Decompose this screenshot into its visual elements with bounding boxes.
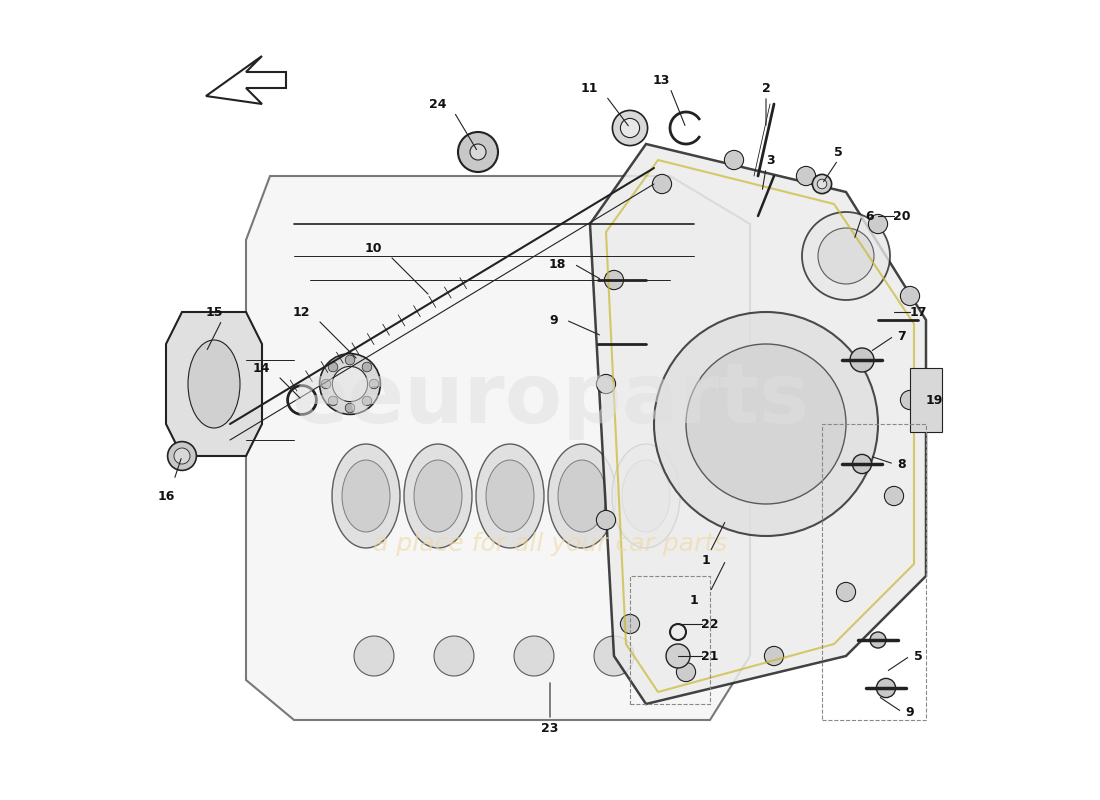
Circle shape <box>321 379 331 389</box>
Text: 19: 19 <box>925 394 943 406</box>
Circle shape <box>596 374 616 394</box>
Circle shape <box>362 396 372 406</box>
Circle shape <box>818 228 874 284</box>
Circle shape <box>796 166 815 186</box>
Text: 1: 1 <box>690 594 698 606</box>
Circle shape <box>370 379 378 389</box>
Text: 14: 14 <box>253 362 270 374</box>
Ellipse shape <box>548 444 616 548</box>
Circle shape <box>813 174 832 194</box>
Text: 22: 22 <box>702 618 718 630</box>
Ellipse shape <box>476 444 544 548</box>
Circle shape <box>434 636 474 676</box>
Text: 17: 17 <box>910 306 926 318</box>
Circle shape <box>884 486 903 506</box>
Circle shape <box>328 396 338 406</box>
Text: 20: 20 <box>893 210 911 222</box>
Ellipse shape <box>332 444 400 548</box>
Circle shape <box>354 636 394 676</box>
Circle shape <box>764 646 783 666</box>
Text: 1: 1 <box>702 554 710 566</box>
Text: 3: 3 <box>766 154 774 166</box>
Text: 24: 24 <box>429 98 446 110</box>
Ellipse shape <box>558 460 606 532</box>
Circle shape <box>174 448 190 464</box>
Circle shape <box>613 110 648 146</box>
Ellipse shape <box>612 444 680 548</box>
Circle shape <box>514 636 554 676</box>
Bar <box>630 576 710 704</box>
Text: 21: 21 <box>702 650 718 662</box>
Circle shape <box>345 403 355 413</box>
Text: 15: 15 <box>206 306 222 318</box>
Text: 2: 2 <box>761 82 770 94</box>
Ellipse shape <box>486 460 534 532</box>
Circle shape <box>362 362 372 372</box>
Circle shape <box>901 286 920 306</box>
Circle shape <box>676 662 695 682</box>
Ellipse shape <box>414 460 462 532</box>
Circle shape <box>470 144 486 160</box>
Text: 11: 11 <box>581 82 598 94</box>
Ellipse shape <box>621 460 670 532</box>
Circle shape <box>850 348 875 372</box>
Text: 18: 18 <box>549 258 566 270</box>
Circle shape <box>654 312 878 536</box>
Text: 16: 16 <box>157 490 175 502</box>
Ellipse shape <box>342 460 390 532</box>
Circle shape <box>620 118 639 138</box>
Text: 9: 9 <box>905 706 914 718</box>
Text: 7: 7 <box>898 330 906 342</box>
Circle shape <box>620 614 639 634</box>
Bar <box>822 424 926 720</box>
Text: eeuroparts: eeuroparts <box>292 359 808 441</box>
Circle shape <box>725 150 744 170</box>
Circle shape <box>686 344 846 504</box>
Circle shape <box>167 442 197 470</box>
Polygon shape <box>910 368 942 432</box>
Text: 13: 13 <box>652 74 670 86</box>
Polygon shape <box>246 176 750 720</box>
Circle shape <box>604 270 624 290</box>
Circle shape <box>320 354 381 414</box>
Circle shape <box>666 644 690 668</box>
Text: a place for all your car parts: a place for all your car parts <box>373 532 727 556</box>
Text: 5: 5 <box>834 146 843 158</box>
Text: 10: 10 <box>364 242 382 254</box>
Circle shape <box>868 214 888 234</box>
Circle shape <box>594 636 634 676</box>
Circle shape <box>332 366 367 402</box>
Circle shape <box>596 510 616 530</box>
Circle shape <box>836 582 856 602</box>
Polygon shape <box>590 144 926 704</box>
Circle shape <box>458 132 498 172</box>
Circle shape <box>852 454 871 474</box>
Text: 6: 6 <box>866 210 874 222</box>
Circle shape <box>817 179 827 189</box>
Circle shape <box>870 632 886 648</box>
Text: 9: 9 <box>549 314 558 326</box>
Polygon shape <box>166 312 262 456</box>
Text: 5: 5 <box>914 650 923 662</box>
Text: 8: 8 <box>898 458 906 470</box>
Text: 12: 12 <box>293 306 310 318</box>
Text: 23: 23 <box>541 722 559 734</box>
Circle shape <box>901 390 920 410</box>
Circle shape <box>345 355 355 365</box>
Circle shape <box>328 362 338 372</box>
Ellipse shape <box>404 444 472 548</box>
Circle shape <box>652 174 672 194</box>
Circle shape <box>802 212 890 300</box>
Circle shape <box>877 678 895 698</box>
Ellipse shape <box>188 340 240 428</box>
